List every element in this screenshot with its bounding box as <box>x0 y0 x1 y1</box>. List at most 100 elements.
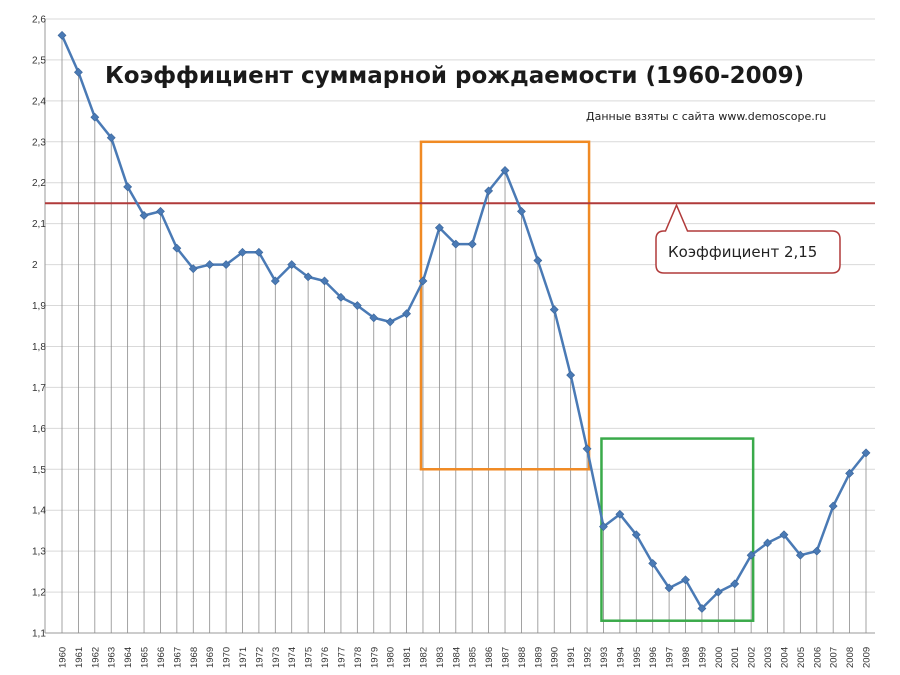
y-tick-label: 1,9 <box>32 301 46 312</box>
x-tick-label: 1994 <box>615 647 626 668</box>
data-point <box>270 276 280 286</box>
data-point <box>812 546 822 556</box>
data-point <box>599 522 608 531</box>
x-tick-label: 1991 <box>566 647 577 668</box>
data-point <box>402 309 411 319</box>
x-tick-label: 1983 <box>435 647 446 668</box>
callout-label: Коэффициент 2,15 <box>668 243 817 261</box>
x-tick-label: 1972 <box>254 647 265 668</box>
data-point <box>90 112 100 122</box>
data-point <box>172 243 182 253</box>
data-point <box>648 558 658 568</box>
data-point <box>615 509 625 519</box>
data-point <box>57 30 67 40</box>
x-tick-label: 2008 <box>845 647 856 668</box>
data-point <box>681 575 690 585</box>
data-point <box>254 247 264 257</box>
x-tick-label: 1965 <box>140 647 151 668</box>
data-point <box>549 305 559 315</box>
x-tick-label: 1995 <box>632 647 643 668</box>
data-point <box>73 67 83 77</box>
x-tick-label: 2007 <box>829 647 840 668</box>
data-point <box>188 264 198 274</box>
x-tick-label: 1993 <box>599 647 610 668</box>
x-tick-label: 1978 <box>353 647 364 668</box>
x-tick-label: 1976 <box>320 647 331 668</box>
x-tick-label: 2009 <box>862 647 873 668</box>
y-tick-label: 2,3 <box>32 137 46 148</box>
y-tick-label: 1,6 <box>32 424 46 435</box>
data-point <box>418 276 428 286</box>
x-tick-label: 2004 <box>779 647 790 668</box>
data-point <box>795 550 805 560</box>
x-tick-label: 2005 <box>796 647 807 668</box>
x-tick-label: 1971 <box>238 647 249 668</box>
x-tick-label: 1986 <box>484 647 495 668</box>
data-point <box>746 550 756 560</box>
data-point <box>106 133 116 143</box>
x-tick-label: 2002 <box>747 647 758 668</box>
x-tick-label: 1974 <box>287 647 298 668</box>
data-point <box>730 579 740 589</box>
x-tick-label: 1981 <box>402 647 413 668</box>
x-tick-label: 1977 <box>336 647 347 668</box>
x-tick-label: 2000 <box>714 647 725 668</box>
x-tick-label: 1962 <box>90 647 101 668</box>
y-tick-label: 2,1 <box>32 219 46 230</box>
data-point <box>779 530 789 540</box>
x-tick-label: 1996 <box>648 647 659 668</box>
data-point <box>828 501 838 511</box>
x-tick-label: 1967 <box>172 647 183 668</box>
y-tick-label: 2,4 <box>32 96 46 107</box>
data-point <box>336 292 346 302</box>
x-tick-label: 1966 <box>156 647 167 668</box>
y-tick-label: 2,5 <box>32 55 46 66</box>
y-tick-label: 2 <box>32 260 38 271</box>
x-tick-label: 2003 <box>763 647 774 668</box>
x-tick-label: 1988 <box>517 647 528 668</box>
data-point <box>434 223 444 233</box>
data-point <box>713 587 723 597</box>
y-tick-label: 1,3 <box>32 547 46 558</box>
x-tick-label: 1998 <box>681 647 692 668</box>
y-tick-label: 1,8 <box>32 342 46 353</box>
data-point <box>123 182 133 192</box>
data-point <box>861 448 871 458</box>
x-tick-label: 2001 <box>730 647 741 668</box>
data-point <box>467 239 477 249</box>
data-point <box>352 301 362 310</box>
data-point <box>763 538 772 548</box>
series-group <box>57 30 871 613</box>
highlight-box <box>419 140 591 471</box>
x-tick-label: 1999 <box>697 647 708 668</box>
chart-source: Данные взяты с сайта www.demoscope.ru <box>586 110 826 123</box>
x-tick-label: 1970 <box>222 647 233 668</box>
x-tick-label: 1975 <box>304 647 315 668</box>
data-point <box>582 444 592 454</box>
chart-title: Коэффициент суммарной рождаемости (1960-… <box>105 63 804 89</box>
data-point <box>221 260 231 270</box>
data-point <box>287 260 297 270</box>
highlight-boxes <box>419 140 755 622</box>
y-tick-label: 2,2 <box>32 178 46 189</box>
y-tick-label: 1,5 <box>32 465 46 476</box>
y-tick-label: 2,6 <box>32 15 46 26</box>
x-tick-label: 1960 <box>58 647 69 668</box>
x-tick-labels: 1960 1961 1962 1963 1964 1965 1966 1967 1968 1969… <box>58 647 873 668</box>
x-tick-label: 1982 <box>418 647 429 668</box>
y-tick-label: 1,2 <box>32 588 46 599</box>
highlight-box <box>600 437 755 622</box>
x-tick-label: 1963 <box>107 647 118 668</box>
x-tick-label: 1989 <box>533 647 544 668</box>
x-tick-label: 1984 <box>451 647 462 668</box>
data-point <box>845 468 855 478</box>
data-point <box>205 260 215 270</box>
x-tick-label: 1990 <box>550 647 561 668</box>
callout-box <box>655 203 841 274</box>
x-tick-label: 1992 <box>583 647 594 668</box>
data-point <box>484 186 494 196</box>
x-tick-label: 1973 <box>271 647 282 668</box>
data-point <box>697 604 707 613</box>
x-tick-label: 2006 <box>812 647 823 668</box>
